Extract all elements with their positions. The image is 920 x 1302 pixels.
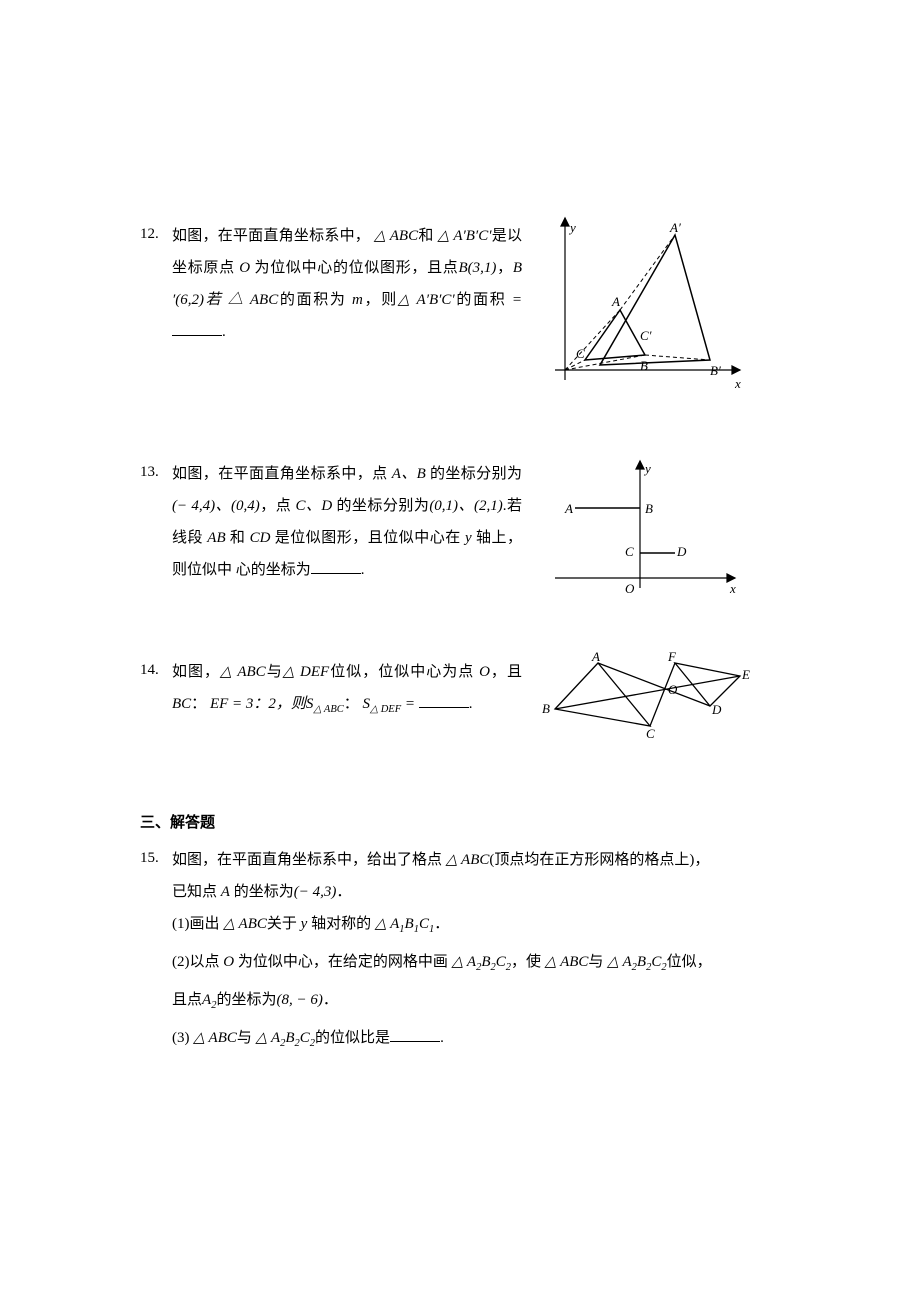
figure-13: y x A B C D O — [545, 453, 745, 603]
blank — [311, 559, 361, 574]
problem-15: 15. 如图，在平面直角坐标系中，给出了格点 △ ABC(顶点均在正方形网格的格… — [140, 844, 760, 1060]
svg-text:A: A — [564, 501, 573, 516]
problem-number: 15. — [140, 844, 172, 872]
svg-text:C′: C′ — [640, 328, 652, 343]
blank — [172, 321, 222, 336]
blank — [419, 693, 469, 708]
problem-body: 如图，在平面直角坐标系中， △ ABC和 △ A′B′C′是以 坐标原点 O 为… — [172, 220, 522, 348]
svg-text:D: D — [711, 702, 722, 717]
svg-text:y: y — [643, 461, 651, 476]
svg-text:F: F — [667, 651, 677, 664]
problem-12: 12. 如图，在平面直角坐标系中， △ ABC和 △ A′B′C′是以 坐标原点… — [140, 220, 760, 348]
problem-number: 13. — [140, 458, 172, 486]
svg-text:O: O — [668, 682, 678, 697]
svg-text:y: y — [568, 220, 576, 235]
section-title: 三、解答题 — [140, 811, 760, 832]
svg-text:C: C — [576, 346, 585, 361]
problem-body: 如图，在平面直角坐标系中，给出了格点 △ ABC(顶点均在正方形网格的格点上)，… — [172, 844, 760, 1060]
svg-text:O: O — [625, 581, 635, 596]
figure-14: A B C D E F O — [540, 651, 760, 741]
problem-body: 如图，△ ABC与△ DEF位似，位似中心为点 O，且 BC： EF = 3：2… — [172, 656, 522, 726]
svg-text:A′: A′ — [669, 220, 681, 235]
svg-text:A: A — [591, 651, 600, 664]
svg-text:C: C — [646, 726, 655, 741]
svg-text:E: E — [741, 667, 750, 682]
svg-text:B: B — [645, 501, 653, 516]
problem-13: 13. 如图，在平面直角坐标系中，点 A、B 的坐标分别为(− 4,4)、(0,… — [140, 458, 760, 586]
blank — [390, 1027, 440, 1042]
problem-number: 14. — [140, 656, 172, 684]
svg-text:x: x — [734, 376, 741, 391]
figure-12: y x A A′ B B′ C C′ — [540, 210, 750, 400]
problem-14: 14. 如图，△ ABC与△ DEF位似，位似中心为点 O，且 BC： EF =… — [140, 656, 760, 726]
svg-text:B: B — [542, 701, 550, 716]
svg-text:C: C — [625, 544, 634, 559]
svg-text:D: D — [676, 544, 687, 559]
svg-text:B: B — [640, 358, 648, 373]
svg-text:A: A — [611, 294, 620, 309]
svg-text:B′: B′ — [710, 363, 721, 378]
svg-text:x: x — [729, 581, 736, 596]
problem-body: 如图，在平面直角坐标系中，点 A、B 的坐标分别为(− 4,4)、(0,4)，点… — [172, 458, 522, 586]
problem-number: 12. — [140, 220, 172, 248]
